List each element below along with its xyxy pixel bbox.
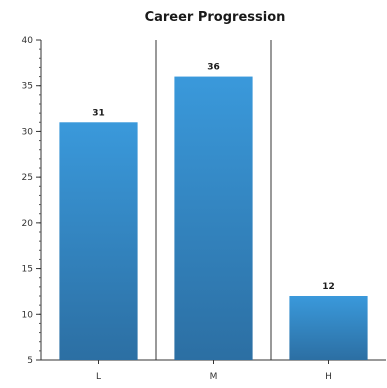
y-tick-label: 20 <box>22 219 34 229</box>
x-tick-label: M <box>210 372 218 382</box>
y-tick-label: 35 <box>22 82 33 92</box>
y-tick-label: 30 <box>22 127 34 137</box>
y-tick-label: 25 <box>22 173 33 183</box>
y-tick-label: 5 <box>27 356 33 366</box>
chart-title: Career Progression <box>145 10 286 25</box>
plot-area: 5 10 15 20 25 30 35 40 L 31 M 36 H 12 <box>22 36 386 382</box>
x-tick-label: L <box>96 372 101 382</box>
bar <box>59 122 138 361</box>
bar <box>289 296 368 360</box>
y-tick-label: 40 <box>22 36 34 46</box>
bar <box>174 76 253 361</box>
data-label: 31 <box>92 108 105 118</box>
y-tick-label: 10 <box>22 310 34 320</box>
data-label: 36 <box>207 63 220 73</box>
data-label: 12 <box>322 282 335 292</box>
y-tick-label: 15 <box>22 265 33 275</box>
x-tick-label: H <box>325 372 332 382</box>
